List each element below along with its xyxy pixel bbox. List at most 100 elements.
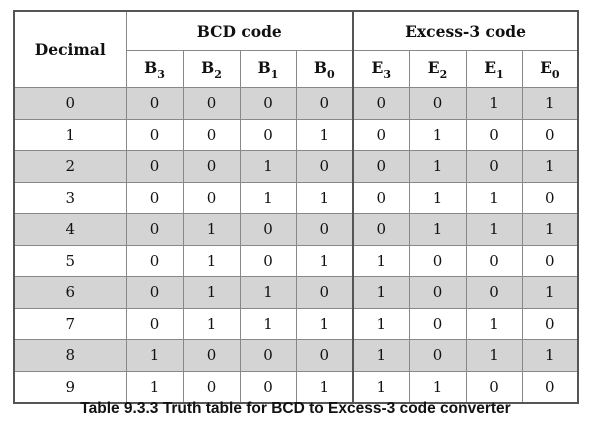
- bit-cell: 1: [125, 370, 184, 404]
- bit-cell: 0: [352, 118, 410, 151]
- bit-cell: 1: [408, 370, 467, 404]
- bit-cell: 0: [521, 244, 579, 277]
- bit-header-e2: E2: [408, 50, 467, 88]
- bit-cell: 0: [521, 181, 579, 214]
- bit-cell: 1: [182, 244, 241, 277]
- bit-cell: 1: [352, 339, 410, 372]
- bit-cell: 1: [182, 276, 241, 309]
- bit-cell: 0: [295, 213, 354, 246]
- bit-cell: 0: [408, 244, 467, 277]
- decimal-cell: 0: [13, 87, 127, 120]
- bit-header-subscript: 3: [383, 67, 392, 81]
- bit-header-e0: E0: [521, 50, 579, 88]
- bit-cell: 1: [521, 276, 579, 309]
- bit-header-letter: B: [257, 57, 271, 77]
- decimal-cell: 8: [13, 339, 127, 372]
- bit-header-subscript: 0: [551, 67, 560, 81]
- bit-cell: 1: [521, 339, 579, 372]
- bit-cell: 1: [408, 118, 467, 151]
- decimal-cell: 6: [13, 276, 127, 309]
- bit-cell: 0: [521, 370, 579, 404]
- bit-cell: 0: [182, 181, 241, 214]
- bit-cell: 0: [125, 307, 184, 340]
- decimal-cell: 5: [13, 244, 127, 277]
- bit-cell: 0: [352, 213, 410, 246]
- bit-cell: 0: [125, 118, 184, 151]
- bit-cell: 0: [239, 370, 297, 404]
- truth-table-container: Decimal BCD code Excess-3 code B3 B2 B1 B0 E…: [13, 10, 580, 404]
- bit-cell: 1: [295, 307, 354, 340]
- bit-cell: 1: [408, 150, 467, 183]
- bit-cell: 1: [239, 150, 297, 183]
- bit-cell: 1: [465, 307, 523, 340]
- bit-cell: 1: [521, 213, 579, 246]
- bit-cell: 1: [521, 87, 579, 120]
- bit-header-letter: B: [313, 57, 327, 77]
- bit-header-subscript: 2: [439, 67, 448, 81]
- bit-cell: 0: [408, 276, 467, 309]
- bit-header-subscript: 1: [496, 67, 504, 81]
- bit-cell: 1: [239, 307, 297, 340]
- bit-cell: 1: [465, 213, 523, 246]
- bit-cell: 0: [465, 370, 523, 404]
- bit-header-letter: E: [540, 57, 552, 77]
- bit-cell: 1: [295, 370, 354, 404]
- decimal-cell: 4: [13, 213, 127, 246]
- bit-cell: 0: [408, 339, 467, 372]
- bit-cell: 1: [352, 276, 410, 309]
- bit-cell: 0: [465, 150, 523, 183]
- bit-header-letter: E: [427, 57, 440, 77]
- bit-cell: 0: [182, 370, 241, 404]
- bit-cell: 0: [125, 87, 184, 120]
- bit-cell: 1: [352, 370, 410, 404]
- decimal-cell: 7: [13, 307, 127, 340]
- decimal-header: Decimal: [13, 10, 127, 88]
- bit-cell: 0: [352, 150, 410, 183]
- bit-cell: 1: [465, 87, 523, 120]
- header-row-groups: Decimal BCD code Excess-3 code: [13, 10, 579, 88]
- bit-header-b1: B1: [239, 50, 297, 88]
- bit-header-b2: B2: [182, 50, 241, 88]
- bit-cell: 0: [521, 307, 579, 340]
- decimal-cell: 9: [13, 370, 127, 404]
- bit-header-b0: B0: [295, 50, 354, 88]
- bit-cell: 1: [295, 118, 354, 151]
- bit-cell: 0: [125, 150, 184, 183]
- bit-header-letter: E: [484, 57, 497, 77]
- bit-cell: 1: [182, 307, 241, 340]
- decimal-cell: 2: [13, 150, 127, 183]
- bit-cell: 0: [239, 87, 297, 120]
- bit-cell: 0: [465, 244, 523, 277]
- bit-cell: 1: [408, 213, 467, 246]
- bit-cell: 1: [182, 213, 241, 246]
- bit-cell: 0: [182, 339, 241, 372]
- bit-header-e1: E1: [465, 50, 523, 88]
- bit-header-b3: B3: [125, 50, 184, 88]
- bit-header-letter: B: [144, 57, 158, 77]
- decimal-cell: 3: [13, 181, 127, 214]
- bit-cell: 0: [125, 181, 184, 214]
- bit-header-subscript: 0: [327, 67, 335, 81]
- bit-cell: 1: [408, 181, 467, 214]
- bit-cell: 0: [182, 150, 241, 183]
- bit-cell: 1: [352, 244, 410, 277]
- bit-header-subscript: 2: [214, 67, 222, 81]
- bit-header-subscript: 3: [157, 67, 165, 81]
- decimal-cell: 1: [13, 118, 127, 151]
- bit-cell: 0: [182, 87, 241, 120]
- bit-cell: 1: [465, 181, 523, 214]
- bit-cell: 0: [239, 213, 297, 246]
- bit-cell: 1: [521, 150, 579, 183]
- bit-cell: 0: [239, 339, 297, 372]
- bit-header-letter: E: [371, 57, 384, 77]
- bcd-code-header: BCD code: [125, 10, 354, 51]
